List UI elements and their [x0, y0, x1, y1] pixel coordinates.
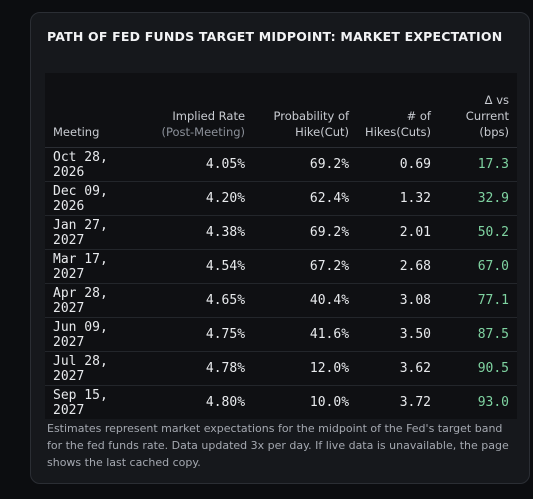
table-row: Apr 28, 2027 4.65% 40.4% 3.08 77.1 — [45, 283, 517, 318]
table-row: Sep 15, 2027 4.80% 10.0% 3.72 93.0 — [45, 386, 517, 420]
table-cell: 77.1 — [439, 283, 517, 318]
table-cell: 4.80% — [205, 395, 246, 410]
table-row: Jun 09, 2027 4.75% 41.6% 3.50 87.5 — [45, 317, 517, 352]
table-cell: 0.69 — [357, 147, 439, 182]
column-header: # of Hikes(Cuts) — [357, 73, 439, 148]
table-cell: 2.68 — [357, 249, 439, 284]
table-cell: 17.3 — [439, 147, 517, 182]
table-cell: 62.4% — [253, 181, 358, 216]
table-cell: 12.0% — [253, 351, 358, 386]
expectation-table: Meeting Implied Rate (Post-Meeting) Probabi… — [45, 73, 517, 419]
table-row: Mar 17, 2027 4.54% 67.2% 2.68 67.0 — [45, 249, 517, 284]
column-sublabel: (Post-Meeting) — [161, 125, 246, 139]
card: PATH OF FED FUNDS TARGET MIDPOINT: MARKE… — [30, 12, 530, 484]
table-cell: 4.20% — [141, 181, 254, 216]
table-cell: 90.5 — [439, 351, 517, 386]
column-label: Implied Rate — [172, 109, 246, 123]
table-cell: 69.2% — [253, 147, 358, 182]
table-cell: Sep 15, 2027 — [53, 387, 108, 418]
table-cell: 3.62 — [357, 351, 439, 386]
column-label: Probability of Hike(Cut) — [273, 109, 350, 139]
column-label: Meeting — [53, 125, 100, 139]
table-cell: 3.08 — [357, 283, 439, 318]
title: PATH OF FED FUNDS TARGET MIDPOINT: MARKE… — [47, 29, 503, 44]
table-cell: Mar 17, 2027 — [45, 249, 142, 284]
table-cell: 1.32 — [357, 181, 439, 216]
table-cell: 4.05% — [141, 147, 254, 182]
table-row: Jan 27, 2027 4.38% 69.2% 2.01 50.2 — [45, 215, 517, 250]
table-row: Oct 28, 2026 4.05% 69.2% 0.69 17.3 — [45, 147, 517, 182]
table-cell: 93.0 — [477, 395, 509, 410]
table-cell: 40.4% — [253, 283, 358, 318]
table-cell: 4.65% — [141, 283, 254, 318]
table-cell: 87.5 — [439, 317, 517, 352]
table-cell: 3.50 — [357, 317, 439, 352]
table-cell: 32.9 — [439, 181, 517, 216]
table-cell: 4.78% — [141, 351, 254, 386]
column-header: Probability of Hike(Cut) — [253, 73, 358, 148]
table-cell: 67.2% — [253, 249, 358, 284]
table-cell: Oct 28, 2026 — [45, 147, 142, 182]
table-cell: 4.75% — [141, 317, 254, 352]
column-header: Implied Rate (Post-Meeting) — [141, 73, 254, 148]
column-header: Δ vs Current (bps) — [439, 73, 517, 148]
column-label: Δ vs Current (bps) — [465, 93, 509, 139]
table-cell: 67.0 — [439, 249, 517, 284]
table-cell: 69.2% — [253, 215, 358, 250]
table-row: Dec 09, 2026 4.20% 62.4% 1.32 32.9 — [45, 181, 517, 216]
table-cell: 3.72 — [399, 395, 431, 410]
table-row: Jul 28, 2027 4.78% 12.0% 3.62 90.5 — [45, 351, 517, 386]
table-cell: 2.01 — [357, 215, 439, 250]
column-label: # of Hikes(Cuts) — [365, 109, 431, 139]
footnote: Estimates represent market expectations … — [47, 422, 509, 469]
table-cell: Jun 09, 2027 — [45, 317, 142, 352]
table-cell: Jan 27, 2027 — [45, 215, 142, 250]
table-cell: Dec 09, 2026 — [45, 181, 142, 216]
table-cell: 10.0% — [309, 395, 350, 410]
table-cell: Jul 28, 2027 — [45, 351, 142, 386]
header-row: Meeting Implied Rate (Post-Meeting) Probabi… — [45, 73, 517, 148]
table-cell: 4.38% — [141, 215, 254, 250]
table-cell: Apr 28, 2027 — [45, 283, 142, 318]
table-cell: 41.6% — [253, 317, 358, 352]
column-header: Meeting — [45, 73, 142, 148]
table-cell: 50.2 — [439, 215, 517, 250]
table-cell: 4.54% — [141, 249, 254, 284]
